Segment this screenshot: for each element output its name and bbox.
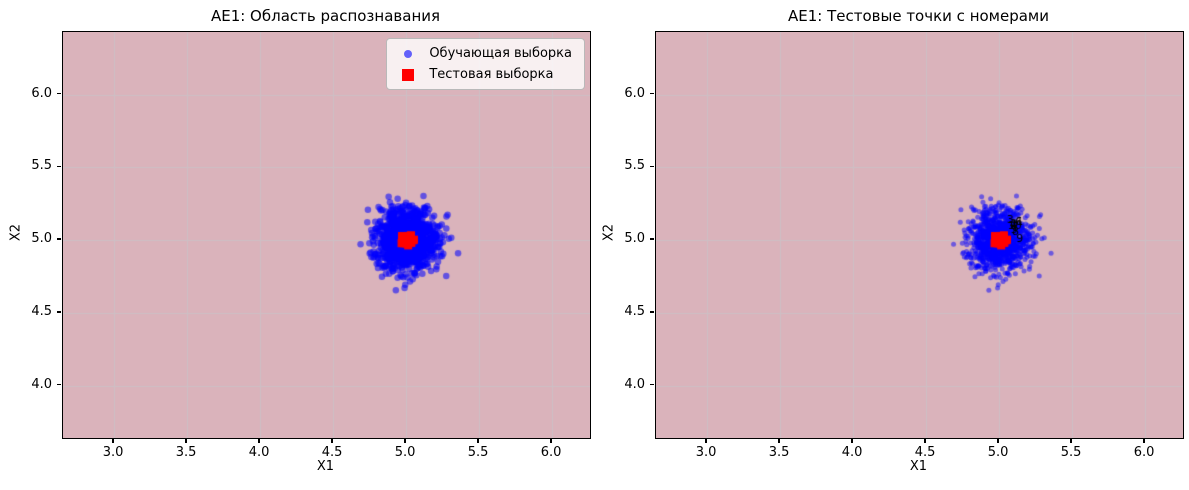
y-tick-label: 5.0: [31, 231, 52, 247]
y-tick-mark: [649, 92, 654, 95]
left-x-axis-label: X1: [316, 459, 335, 474]
x-tick-mark: [477, 438, 479, 443]
train-dot-icon: [397, 46, 419, 61]
x-tick-label: 5.5: [1060, 445, 1082, 460]
x-tick-mark: [550, 438, 552, 443]
y-tick-label: 6.0: [31, 85, 52, 101]
x-tick-label: 5.5: [467, 445, 489, 460]
y-tick-mark: [649, 165, 654, 168]
y-tick-label: 5.5: [624, 158, 645, 174]
y-tick-mark: [56, 92, 61, 95]
y-tick-label: 6.0: [624, 85, 645, 101]
y-tick-mark: [649, 311, 654, 313]
y-tick-label: 4.0: [624, 376, 645, 392]
y-tick-label: 5.0: [624, 231, 645, 247]
x-tick-label: 4.5: [914, 445, 936, 460]
legend-entry-train: Обучающая выборка: [397, 46, 572, 61]
x-tick-mark: [258, 438, 260, 443]
x-tick-label: 3.5: [768, 445, 790, 460]
x-tick-mark: [924, 438, 926, 443]
legend-label-train: Обучающая выборка: [429, 46, 572, 61]
x-tick-mark: [112, 438, 114, 443]
x-tick-label: 4.0: [841, 445, 863, 460]
right-x-axis-label: X1: [909, 459, 928, 474]
x-tick-mark: [778, 438, 780, 443]
x-tick-label: 4.0: [248, 445, 270, 460]
y-tick-label: 5.5: [31, 158, 52, 174]
legend-label-test: Тестовая выборка: [429, 67, 554, 82]
x-tick-mark: [851, 438, 853, 443]
left-plot-title: AE1: Область распознавания: [210, 7, 441, 25]
test-square-icon: [397, 67, 419, 82]
y-tick-mark: [649, 383, 654, 386]
x-tick-mark: [997, 438, 999, 443]
y-tick-label: 4.5: [31, 303, 52, 319]
x-tick-mark: [331, 438, 333, 443]
x-tick-label: 6.0: [1133, 445, 1155, 460]
right-plot-axes: [655, 31, 1184, 439]
y-tick-mark: [56, 311, 61, 313]
x-tick-mark: [1070, 438, 1072, 443]
y-tick-label: 4.5: [624, 303, 645, 319]
x-tick-label: 5.0: [987, 445, 1009, 460]
left-plot-axes: Обучающая выборка Тестовая выборка: [62, 31, 591, 439]
legend: Обучающая выборка Тестовая выборка: [386, 38, 585, 90]
x-tick-label: 4.5: [321, 445, 343, 460]
x-tick-label: 6.0: [540, 445, 562, 460]
x-tick-mark: [705, 438, 707, 443]
y-tick-mark: [649, 238, 654, 240]
x-tick-mark: [1143, 438, 1145, 443]
left-plot-canvas: [63, 32, 590, 438]
right-plot-title: AE1: Тестовые точки с номерами: [787, 7, 1049, 25]
y-tick-mark: [56, 383, 61, 386]
legend-entry-test: Тестовая выборка: [397, 67, 572, 82]
x-tick-label: 5.0: [394, 445, 416, 460]
x-tick-label: 3.0: [695, 445, 717, 460]
x-tick-mark: [404, 438, 406, 443]
x-tick-label: 3.5: [175, 445, 197, 460]
x-tick-label: 3.0: [102, 445, 124, 460]
y-tick-mark: [56, 165, 61, 168]
right-plot-canvas: [656, 32, 1183, 438]
y-tick-mark: [56, 238, 61, 240]
x-tick-mark: [185, 438, 187, 443]
y-tick-label: 4.0: [31, 376, 52, 392]
